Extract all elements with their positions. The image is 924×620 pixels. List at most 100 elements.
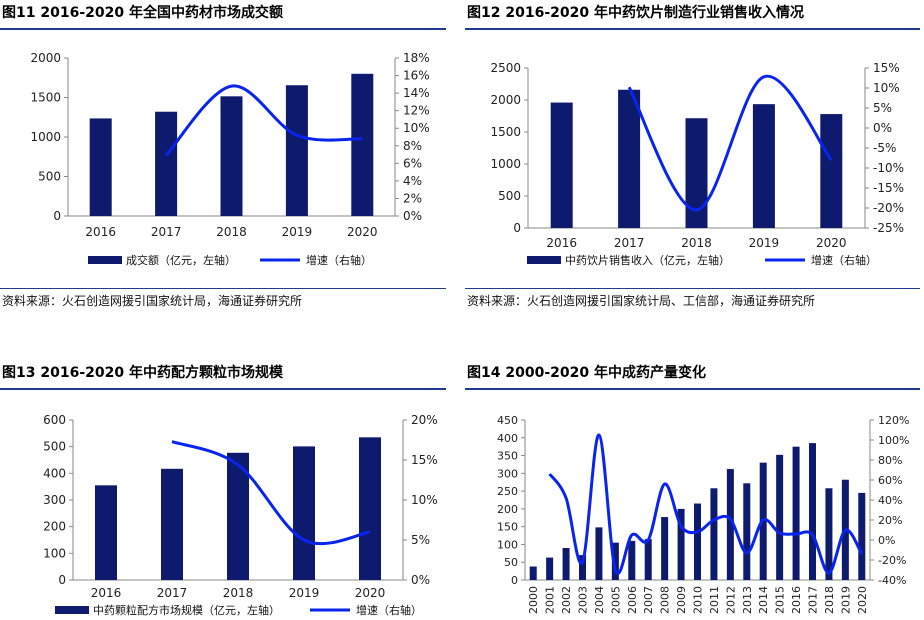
x-tick-label: 2009 — [675, 586, 688, 614]
source-divider — [0, 288, 446, 289]
legend-bar-swatch — [88, 256, 122, 264]
title-divider — [465, 28, 920, 30]
right-tick-label: 10% — [411, 493, 438, 507]
legend-bar-swatch — [55, 606, 89, 614]
left-tick-label: 350 — [497, 450, 518, 463]
bar — [293, 446, 315, 580]
legend-bar-swatch — [527, 256, 561, 264]
left-tick-label: 0 — [513, 221, 521, 235]
right-tick-label: -40% — [878, 574, 906, 587]
left-tick-label: 100 — [497, 538, 518, 551]
combo-chart: 0 100 200 300 400 500 600 0% 5% 10% 15% 20% 2016 2017… — [43, 413, 438, 617]
combo-chart: 0 500 1000 1500 2000 2500 -25% -20% -15% -10% -5% 0… — [490, 61, 904, 267]
bar — [161, 468, 183, 580]
left-tick-label: 450 — [497, 414, 518, 427]
growth-line — [548, 433, 864, 575]
bar — [726, 469, 734, 580]
x-tick-label: 2016 — [85, 225, 116, 239]
combo-chart: 0 50 100 150 200 250 300 350 400 450 -40% -20% 0% 20%… — [497, 414, 909, 614]
bar — [285, 85, 308, 216]
bar — [792, 446, 800, 580]
bar — [220, 96, 243, 216]
right-tick-label: 12% — [403, 104, 430, 118]
growth-line — [164, 84, 363, 157]
right-tick-label: -25% — [873, 221, 904, 235]
x-tick-label: 2020 — [816, 236, 847, 250]
bar — [694, 503, 701, 580]
x-tick-label: 2016 — [546, 236, 577, 250]
bar — [820, 114, 843, 228]
left-tick-label: 0 — [53, 209, 61, 223]
right-tick-label: 14% — [403, 86, 430, 100]
source-divider — [465, 288, 920, 289]
bar — [529, 566, 537, 580]
chart-panel-2: 图12 2016-2020 年中药饮片制造行业销售收入情况 0 500 1000 15… — [465, 0, 924, 320]
bar — [661, 517, 669, 580]
right-tick-label: 4% — [403, 174, 422, 188]
x-tick-label: 2014 — [757, 586, 770, 614]
bar — [628, 540, 636, 580]
bar — [359, 437, 381, 580]
x-tick-label: 2015 — [774, 586, 787, 614]
x-tick-label: 2016 — [790, 586, 803, 614]
legend-line-label: 增速（右轴） — [306, 253, 372, 267]
right-tick-label: 5% — [411, 533, 430, 547]
left-tick-label: 500 — [498, 189, 521, 203]
x-tick-label: 2020 — [856, 586, 869, 614]
x-tick-label: 2018 — [216, 225, 247, 239]
title-divider — [0, 28, 446, 30]
chart-title: 图14 2000-2020 年中成药产量变化 — [467, 365, 706, 381]
left-tick-label: 1500 — [490, 125, 521, 139]
right-tick-label: 20% — [878, 514, 902, 527]
x-tick-label: 2018 — [681, 236, 712, 250]
left-tick-label: 150 — [497, 521, 518, 534]
x-tick-label: 2019 — [282, 225, 313, 239]
bar — [776, 454, 784, 580]
bar — [227, 452, 249, 580]
bar — [595, 527, 603, 580]
bar — [89, 118, 112, 216]
bar — [752, 104, 775, 228]
chart-title: 图12 2016-2020 年中药饮片制造行业销售收入情况 — [467, 5, 804, 21]
left-tick-label: 500 — [43, 440, 66, 454]
left-tick-label: 2000 — [30, 51, 61, 65]
bar — [618, 89, 641, 228]
bar — [562, 548, 570, 580]
left-tick-label: 200 — [43, 520, 66, 534]
x-tick-label: 2018 — [823, 586, 836, 614]
chart-panel-1: 图11 2016-2020 年全国中药材市场成交额 0 500 1000 1500 20… — [0, 0, 450, 320]
x-tick-label: 2020 — [355, 586, 386, 600]
bar — [550, 102, 573, 228]
bar — [809, 443, 816, 580]
right-tick-label: -15% — [873, 181, 904, 195]
x-tick-label: 2004 — [593, 586, 606, 614]
x-tick-label: 2019 — [839, 586, 852, 614]
left-tick-label: 50 — [504, 556, 518, 569]
left-tick-label: 600 — [43, 413, 66, 427]
x-tick-label: 2019 — [289, 586, 320, 600]
right-tick-label: 0% — [873, 121, 892, 135]
x-tick-label: 2003 — [577, 586, 590, 614]
title-divider — [0, 388, 446, 390]
left-tick-label: 0 — [58, 573, 66, 587]
right-tick-label: 10% — [403, 121, 430, 135]
left-tick-label: 300 — [497, 467, 518, 480]
right-tick-label: 18% — [403, 51, 430, 65]
chart-source: 资料来源：火石创造网援引国家统计局、工信部，海通证券研究所 — [467, 294, 816, 308]
legend-line-label: 增速（右轴） — [811, 253, 877, 267]
bar — [579, 555, 586, 580]
right-tick-label: 15% — [873, 61, 900, 75]
x-tick-label: 2006 — [626, 586, 639, 614]
x-tick-label: 2013 — [741, 586, 754, 614]
combo-chart: 0 500 1000 1500 2000 0% 2% 4% 6% 8% 10% 12% 14% 16% 18… — [30, 51, 430, 267]
x-tick-label: 2005 — [609, 586, 622, 614]
bar — [351, 73, 374, 216]
bar — [546, 557, 554, 580]
right-tick-label: 0% — [411, 573, 430, 587]
x-tick-label: 2016 — [91, 586, 122, 600]
bar — [710, 488, 718, 580]
x-tick-label: 2019 — [749, 236, 780, 250]
left-tick-label: 200 — [497, 503, 518, 516]
left-tick-label: 100 — [43, 546, 66, 560]
left-tick-label: 1000 — [30, 130, 61, 144]
